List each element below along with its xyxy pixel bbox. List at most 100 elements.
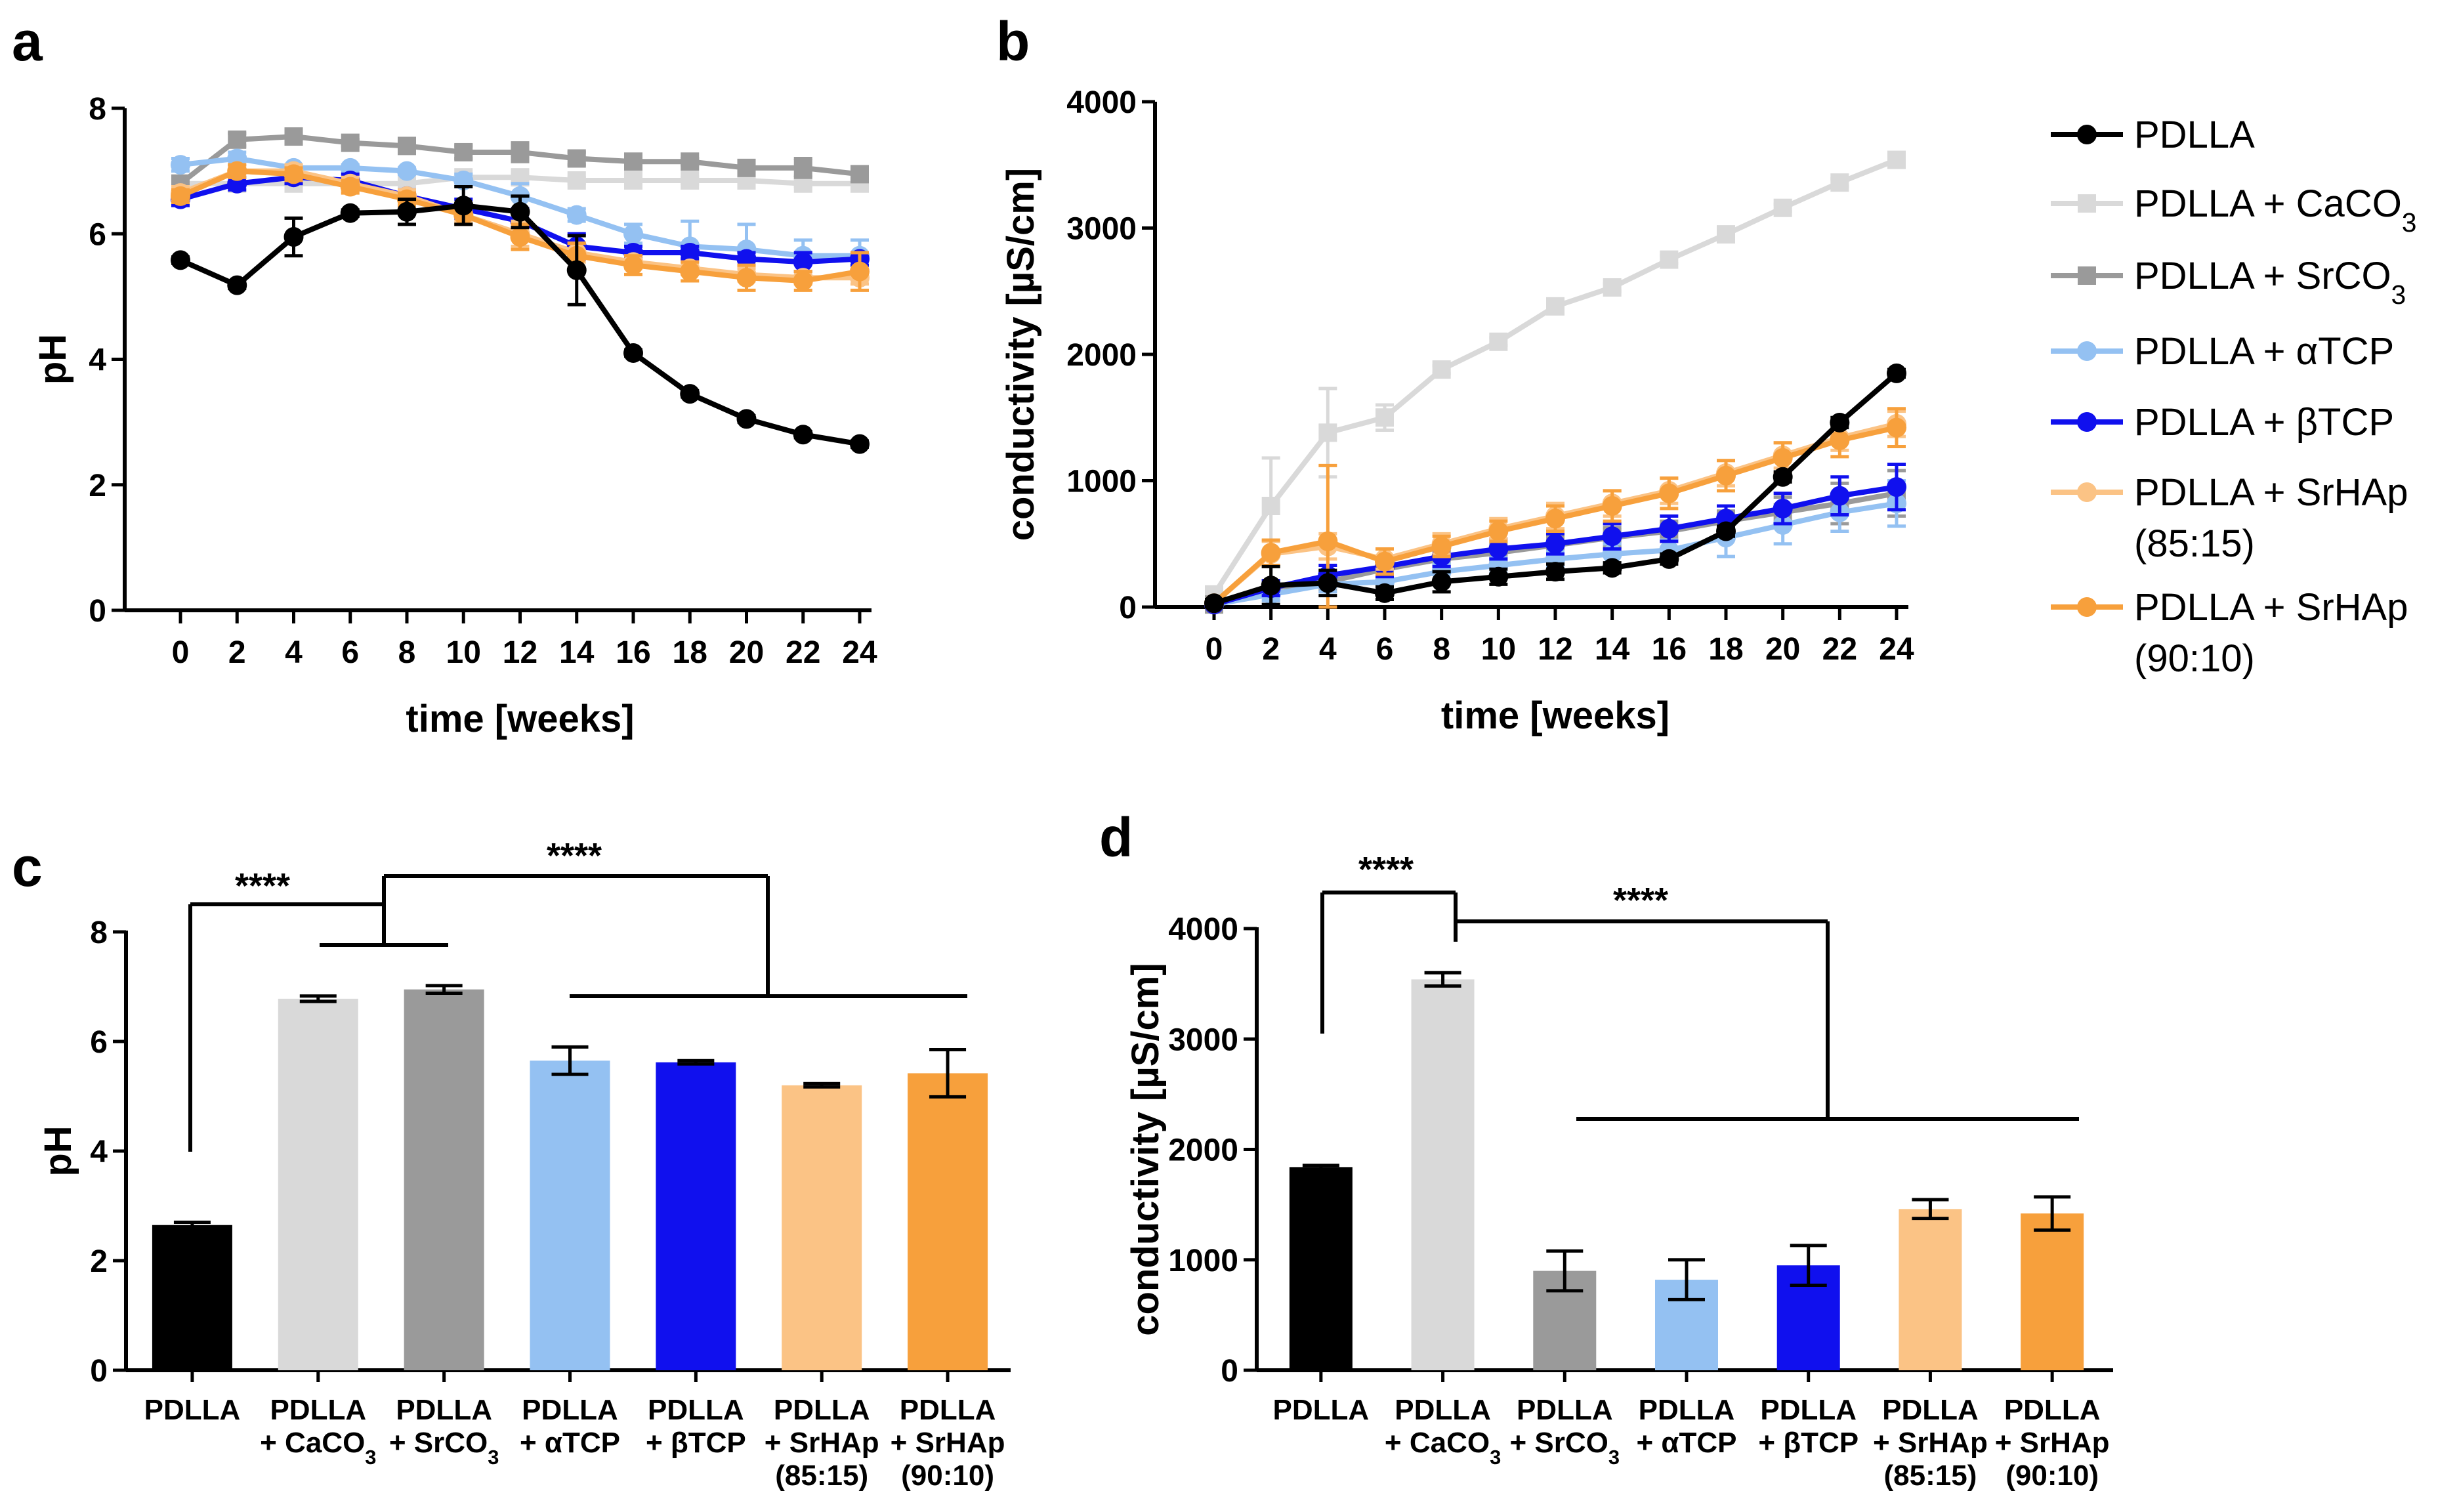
data-point bbox=[1660, 250, 1679, 269]
data-point bbox=[397, 161, 417, 181]
data-point bbox=[567, 171, 586, 190]
panel-letter-a: a bbox=[12, 10, 43, 72]
significance-label: **** bbox=[1358, 850, 1414, 889]
category-label: + αTCP bbox=[520, 1427, 620, 1459]
category-label: + SrHAp bbox=[1995, 1427, 2110, 1459]
data-point bbox=[737, 158, 756, 177]
category-label: + CaCO3 bbox=[1385, 1427, 1501, 1469]
data-point bbox=[1659, 483, 1679, 503]
legend-marker bbox=[2078, 194, 2096, 213]
y-tick-label: 0 bbox=[89, 594, 106, 629]
x-tick-label: 22 bbox=[1822, 632, 1857, 667]
data-point bbox=[1887, 150, 1906, 169]
data-point bbox=[227, 275, 247, 295]
data-point bbox=[284, 127, 303, 146]
data-point bbox=[1830, 486, 1850, 506]
data-point bbox=[793, 425, 813, 445]
x-tick-label: 22 bbox=[786, 635, 820, 670]
category-label: PDLLA bbox=[1273, 1394, 1370, 1426]
category-label: PDLLA bbox=[1639, 1394, 1735, 1426]
y-axis-label: pH bbox=[37, 1125, 79, 1176]
data-point bbox=[511, 142, 530, 161]
data-point bbox=[1488, 521, 1509, 541]
data-point bbox=[1261, 576, 1281, 596]
x-tick-label: 6 bbox=[341, 635, 359, 670]
category-label: + SrHAp bbox=[765, 1427, 879, 1459]
data-point bbox=[227, 161, 247, 181]
data-point bbox=[1432, 360, 1451, 379]
data-point bbox=[624, 152, 642, 171]
data-point bbox=[1261, 543, 1281, 563]
legend-marker bbox=[2077, 412, 2097, 432]
x-tick-label: 18 bbox=[673, 635, 707, 670]
data-point bbox=[1773, 498, 1793, 518]
category-label: PDLLA bbox=[1882, 1394, 1979, 1426]
data-point bbox=[1602, 496, 1622, 516]
data-point bbox=[1773, 198, 1792, 217]
data-point bbox=[1261, 497, 1280, 515]
bar bbox=[782, 1085, 862, 1370]
data-point bbox=[567, 149, 586, 168]
category-label: (90:10) bbox=[901, 1460, 994, 1492]
category-label: PDLLA bbox=[1395, 1394, 1491, 1426]
y-tick-label: 8 bbox=[90, 915, 108, 950]
x-tick-label: 20 bbox=[729, 635, 764, 670]
category-label: + αTCP bbox=[1637, 1427, 1737, 1459]
bar bbox=[656, 1062, 736, 1370]
data-point bbox=[228, 130, 247, 149]
legend-label: PDLLA + βTCP bbox=[2134, 401, 2394, 444]
legend-item: PDLLA + SrHAp (90:10) bbox=[2051, 586, 2408, 680]
x-tick-label: 14 bbox=[1595, 632, 1630, 667]
significance-label: **** bbox=[547, 836, 602, 875]
x-tick-label: 4 bbox=[1319, 632, 1337, 667]
data-point bbox=[793, 252, 813, 272]
x-tick-label: 12 bbox=[503, 635, 537, 670]
category-label: PDLLA bbox=[522, 1394, 618, 1426]
category-label: PDLLA bbox=[648, 1394, 744, 1426]
legend-marker bbox=[2077, 125, 2097, 144]
x-tick-label: 2 bbox=[1262, 632, 1280, 667]
data-point bbox=[1659, 549, 1679, 569]
data-point bbox=[1375, 551, 1395, 572]
legend-label: PDLLA + αTCP bbox=[2134, 330, 2394, 373]
legend-label: PDLLA + SrHAp bbox=[2134, 471, 2408, 514]
data-point bbox=[1488, 566, 1509, 587]
legend-label: PDLLA + SrCO3 bbox=[2134, 255, 2406, 310]
x-tick-label: 4 bbox=[285, 635, 303, 670]
data-point bbox=[1545, 534, 1565, 554]
category-label: + SrHAp bbox=[1873, 1427, 1988, 1459]
legend-label: PDLLA bbox=[2134, 114, 2255, 156]
data-point bbox=[1716, 465, 1736, 486]
data-point bbox=[1887, 363, 1906, 383]
category-label: + CaCO3 bbox=[260, 1427, 376, 1469]
data-point bbox=[171, 186, 190, 206]
series-pdlla bbox=[171, 185, 870, 454]
x-tick-label: 8 bbox=[1433, 632, 1450, 667]
data-point bbox=[566, 260, 587, 280]
data-point bbox=[171, 250, 190, 270]
data-point bbox=[1546, 297, 1564, 316]
significance-label: **** bbox=[1613, 881, 1668, 920]
category-label: PDLLA bbox=[774, 1394, 870, 1426]
x-tick-label: 14 bbox=[559, 635, 595, 670]
y-tick-label: 1000 bbox=[1168, 1244, 1238, 1278]
x-axis-label: time [weeks] bbox=[1441, 694, 1670, 737]
data-point bbox=[1431, 536, 1452, 556]
data-point bbox=[681, 171, 700, 190]
y-tick-label: 0 bbox=[1119, 591, 1137, 625]
category-label: + βTCP bbox=[1758, 1427, 1858, 1459]
x-tick-label: 16 bbox=[616, 635, 650, 670]
legend-item: PDLLA + CaCO3 bbox=[2051, 182, 2416, 238]
x-tick-label: 18 bbox=[1708, 632, 1743, 667]
data-point bbox=[793, 158, 812, 177]
data-point bbox=[1204, 593, 1224, 614]
data-point bbox=[1887, 417, 1906, 438]
data-point bbox=[1717, 225, 1735, 244]
x-tick-label: 8 bbox=[398, 635, 416, 670]
legend-label: (85:15) bbox=[2134, 522, 2255, 565]
data-point bbox=[510, 201, 530, 222]
series-pdlla-srco3 bbox=[171, 127, 869, 193]
legend-marker bbox=[2077, 482, 2097, 502]
